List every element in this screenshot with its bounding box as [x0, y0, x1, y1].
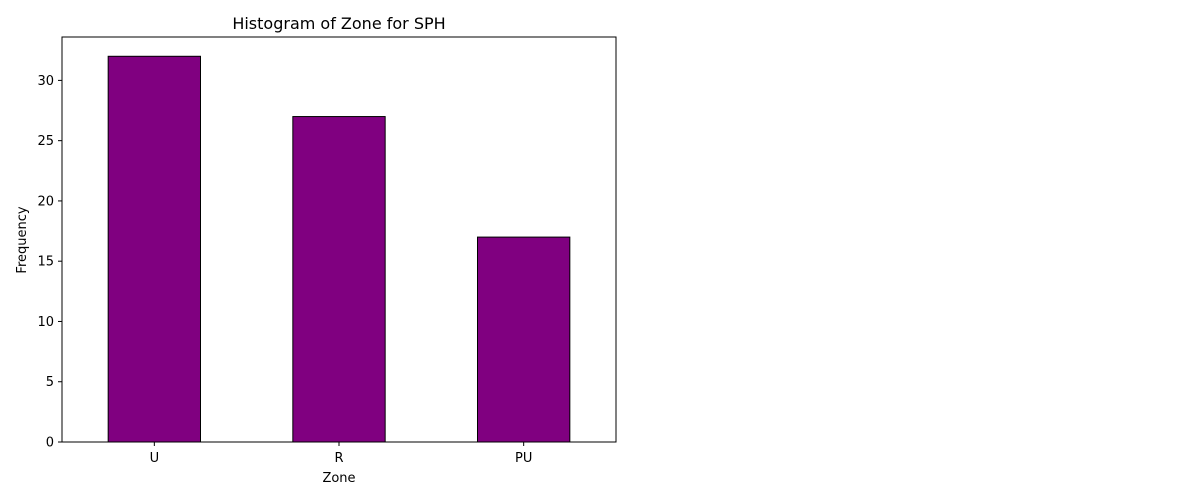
bar-r: [292, 116, 386, 443]
y-tick-label: 20: [37, 194, 54, 209]
bars-layer: [107, 55, 571, 443]
y-tick-label: 5: [46, 375, 54, 390]
bar-u: [107, 55, 201, 443]
x-tick-label: U: [150, 451, 160, 466]
y-tick-label: 10: [37, 315, 54, 330]
plot-area-frame: [61, 36, 617, 443]
x-tick-label: R: [334, 451, 343, 466]
x-tick-label: PU: [515, 451, 532, 466]
y-tick-label: 25: [37, 134, 54, 149]
bar-pu: [477, 236, 571, 443]
y-tick-label: 15: [37, 255, 54, 270]
y-axis-label: Frequency: [15, 206, 30, 273]
y-axis: 0 5 10 15 20 25 30: [37, 74, 62, 451]
chart-title: Histogram of Zone for SPH: [232, 14, 445, 33]
y-tick-label: 30: [37, 74, 54, 89]
x-axis-label: Zone: [322, 471, 355, 486]
x-axis: U R PU: [150, 442, 532, 466]
y-tick-label: 0: [46, 436, 54, 451]
